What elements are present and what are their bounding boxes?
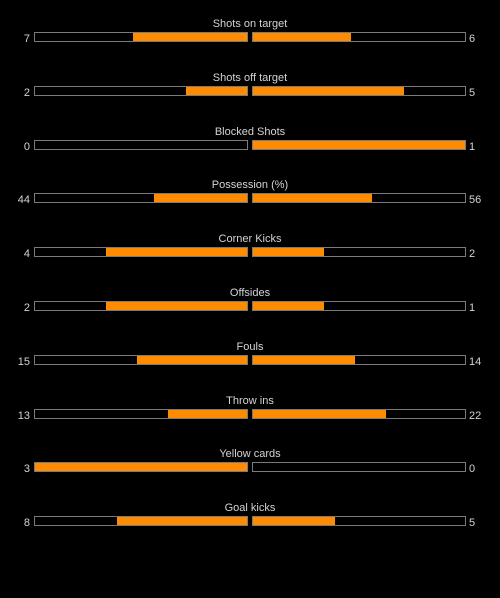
away-bar-fill xyxy=(253,248,324,257)
home-bar-fill xyxy=(137,355,247,364)
home-value: 13 xyxy=(17,409,30,422)
away-bar-track xyxy=(252,139,466,150)
stat-label: Throw ins xyxy=(226,394,274,407)
away-bar-fill xyxy=(253,409,387,418)
home-bar-track xyxy=(34,354,248,365)
home-value: 8 xyxy=(23,517,30,530)
home-bar-track xyxy=(34,32,248,42)
home-bar-track xyxy=(34,85,248,96)
home-bar-fill xyxy=(153,194,247,203)
home-value: 0 xyxy=(23,140,30,153)
stat-row-possession: Possession (%) 44 56 xyxy=(0,173,500,213)
away-bar-fill xyxy=(253,194,372,203)
stat-row-yellow-cards: Yellow cards 3 0 xyxy=(0,442,500,482)
stat-label: Goal kicks xyxy=(224,502,276,515)
away-bar-fill xyxy=(253,33,351,41)
home-bar-track xyxy=(34,301,248,311)
stat-row-shots-off-target: Shots off target 2 5 xyxy=(0,66,500,106)
stat-label: Blocked Shots xyxy=(214,125,286,138)
away-value: 0 xyxy=(469,463,476,476)
home-bar-fill xyxy=(116,517,247,526)
home-bar-track xyxy=(34,139,248,150)
stat-label: Shots off target xyxy=(212,71,288,84)
away-bar-track xyxy=(252,301,466,311)
away-bar-track xyxy=(252,354,466,365)
stat-row-goal-kicks: Goal kicks 8 5 xyxy=(0,496,500,536)
away-bar-track xyxy=(252,193,466,204)
away-value: 22 xyxy=(469,409,482,422)
away-bar-track xyxy=(252,247,466,258)
home-bar-fill xyxy=(35,463,247,472)
home-bar-fill xyxy=(105,248,247,257)
away-value: 14 xyxy=(469,355,482,368)
home-bar-fill xyxy=(132,33,247,41)
away-bar-fill xyxy=(253,140,465,149)
stat-row-throw-ins: Throw ins 13 22 xyxy=(0,389,500,429)
stat-label: Offsides xyxy=(229,287,271,299)
home-bar-track xyxy=(34,408,248,419)
away-bar-fill xyxy=(253,355,356,364)
home-bar-track xyxy=(34,193,248,204)
away-bar-track xyxy=(252,516,466,527)
home-bar-fill xyxy=(105,302,247,310)
home-bar-fill xyxy=(186,86,247,95)
away-bar-track xyxy=(252,32,466,42)
away-bar-fill xyxy=(253,302,324,310)
away-value: 2 xyxy=(469,248,476,261)
home-value: 3 xyxy=(23,463,30,476)
home-value: 44 xyxy=(17,194,30,207)
stat-label: Yellow cards xyxy=(219,448,281,461)
away-bar-track xyxy=(252,85,466,96)
away-value: 5 xyxy=(469,517,476,530)
stat-label: Shots on target xyxy=(212,18,288,30)
stat-row-offsides: Offsides 2 1 xyxy=(0,281,500,321)
stat-row-blocked-shots: Blocked Shots 0 1 xyxy=(0,120,500,160)
stat-label: Fouls xyxy=(236,340,264,353)
home-value: 2 xyxy=(23,302,30,314)
home-value: 15 xyxy=(17,355,30,368)
home-value: 4 xyxy=(23,248,30,261)
stat-label: Corner Kicks xyxy=(218,233,282,246)
home-bar-fill xyxy=(168,409,247,418)
stat-row-corner-kicks: Corner Kicks 4 2 xyxy=(0,227,500,267)
home-value: 7 xyxy=(23,33,30,45)
stat-row-fouls: Fouls 15 14 xyxy=(0,335,500,375)
home-value: 2 xyxy=(23,86,30,99)
home-bar-track xyxy=(34,247,248,258)
home-bar-track xyxy=(34,462,248,473)
away-bar-track xyxy=(252,408,466,419)
away-value: 5 xyxy=(469,86,476,99)
away-value: 1 xyxy=(469,140,476,153)
away-bar-fill xyxy=(253,86,405,95)
away-bar-track xyxy=(252,462,466,473)
away-value: 6 xyxy=(469,33,476,45)
away-bar-fill xyxy=(253,517,335,526)
stat-label: Possession (%) xyxy=(211,179,289,192)
away-value: 56 xyxy=(469,194,482,207)
home-bar-track xyxy=(34,516,248,527)
away-value: 1 xyxy=(469,302,476,314)
stat-row-shots-on-target: Shots on target 7 6 xyxy=(0,12,500,52)
